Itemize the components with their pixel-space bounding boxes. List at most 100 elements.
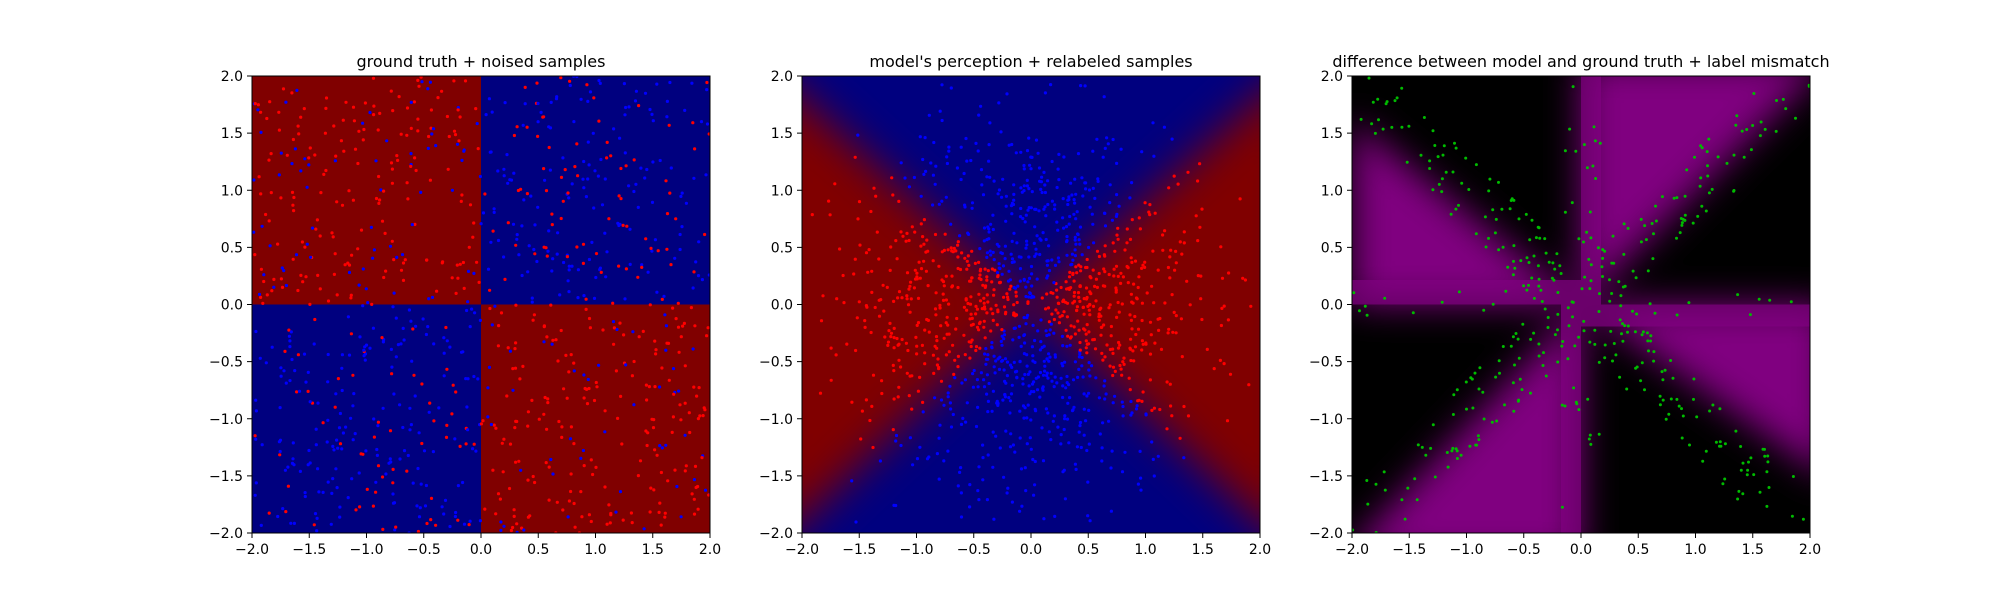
sample-point [1120, 470, 1125, 474]
sample-point [451, 383, 455, 387]
sample-point [1026, 403, 1030, 407]
sample-point [1091, 304, 1096, 308]
sample-point [592, 96, 596, 100]
sample-point [1122, 356, 1126, 360]
sample-point [624, 164, 628, 168]
sample-point [549, 457, 553, 462]
sample-point [306, 463, 310, 467]
sample-point [1067, 195, 1071, 199]
sample-point [1010, 239, 1014, 243]
sample-point [1073, 360, 1077, 364]
sample-point [1073, 462, 1077, 466]
sample-point [991, 389, 996, 393]
sample-point [291, 441, 295, 445]
y-tick-label: −1.5 [759, 469, 793, 485]
sample-point [1087, 442, 1091, 446]
sample-point [426, 87, 430, 91]
mismatch-point [1807, 84, 1810, 88]
sample-point [933, 307, 938, 311]
sample-point [1022, 416, 1026, 420]
mismatch-point [1406, 486, 1410, 490]
bg-left-red-wedge [802, 97, 1031, 521]
sample-point [1222, 362, 1226, 366]
sample-point [279, 366, 283, 370]
sample-point [1061, 470, 1065, 474]
sample-point [977, 292, 981, 296]
sample-point [944, 195, 948, 199]
sample-point [688, 430, 692, 435]
bg-mismatch-top-left [1352, 120, 1581, 305]
sample-point [1047, 244, 1051, 248]
sample-point [1078, 348, 1082, 352]
sample-point [959, 145, 963, 149]
sample-point [1161, 233, 1165, 237]
sample-point [1003, 312, 1008, 316]
sample-point [1084, 181, 1088, 185]
sample-point [1042, 207, 1046, 211]
sample-point [608, 521, 612, 525]
mismatch-point [1530, 218, 1534, 222]
sample-point [1022, 184, 1026, 188]
sample-point [411, 481, 415, 485]
sample-point [644, 237, 648, 241]
sample-point [668, 191, 672, 195]
sample-point [1011, 338, 1015, 342]
sample-point [1055, 220, 1059, 224]
sample-point [892, 326, 896, 330]
mismatch-point [1570, 201, 1574, 205]
mismatch-point [1445, 451, 1449, 454]
sample-point [567, 370, 571, 374]
mismatch-point [1589, 236, 1593, 240]
sample-point [665, 212, 670, 216]
sample-point [1168, 255, 1172, 259]
sample-point [409, 319, 413, 323]
sample-point [555, 95, 559, 99]
sample-point [923, 328, 927, 332]
sample-point [405, 106, 410, 110]
sample-point [1088, 374, 1092, 378]
sample-point [926, 284, 930, 288]
mismatch-point [1574, 149, 1578, 153]
sample-point [468, 325, 472, 329]
sample-point [1100, 459, 1104, 463]
sample-point [933, 396, 937, 400]
sample-point [907, 287, 911, 291]
sample-point [590, 240, 594, 244]
sample-point [977, 260, 981, 264]
sample-point [585, 83, 589, 87]
mismatch-point [1596, 246, 1600, 250]
sample-point [1065, 235, 1069, 239]
sample-point [946, 395, 950, 399]
sample-point [1026, 208, 1030, 212]
sample-point [444, 435, 449, 439]
sample-point [1128, 346, 1132, 350]
sample-point [1145, 291, 1149, 295]
sample-point [530, 300, 534, 304]
sample-point [1064, 386, 1068, 390]
sample-point [925, 317, 929, 322]
mismatch-point [1639, 240, 1643, 244]
sample-point [870, 269, 874, 273]
sample-point [280, 285, 285, 289]
sample-point [592, 398, 597, 403]
sample-point [992, 288, 996, 292]
sample-point [434, 523, 438, 527]
sample-point [1040, 296, 1044, 300]
sample-point [940, 83, 944, 87]
sample-point [653, 448, 657, 452]
sample-point [879, 298, 883, 302]
mismatch-point [1716, 155, 1720, 159]
sample-point [1012, 192, 1016, 196]
scatter-points [252, 76, 710, 533]
sample-point [388, 429, 393, 433]
sample-point [298, 469, 302, 473]
sample-point [1022, 167, 1026, 171]
sample-point [657, 510, 661, 514]
sample-point [1006, 297, 1010, 302]
sample-point [655, 453, 659, 457]
sample-point [1157, 328, 1161, 332]
sample-point [981, 456, 985, 460]
sample-point [965, 267, 969, 271]
sample-point [705, 88, 709, 92]
sample-point [1152, 474, 1156, 478]
